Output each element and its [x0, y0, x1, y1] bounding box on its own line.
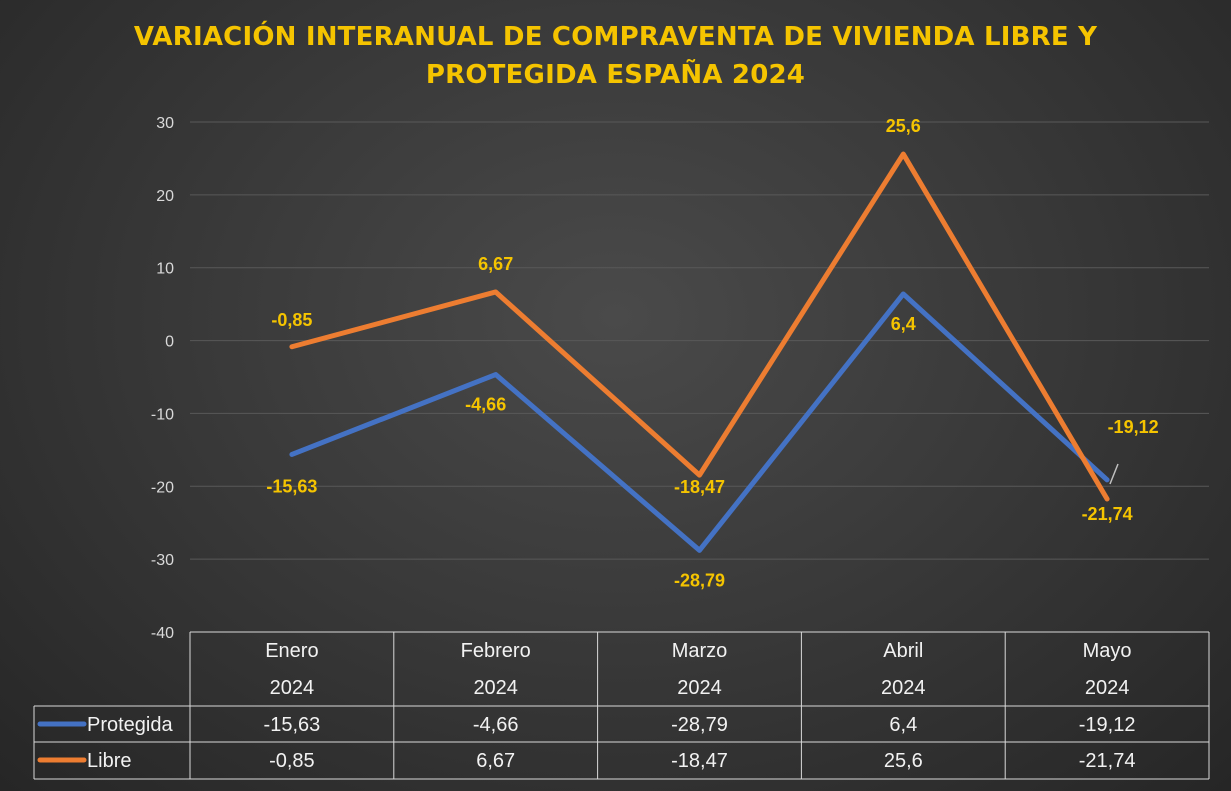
- x-tick-label: Abril: [883, 640, 923, 662]
- data-label-libre: 6,67: [478, 254, 513, 274]
- series-line-protegida: [289, 291, 1110, 553]
- x-tick-label-year: 2024: [881, 677, 926, 699]
- y-tick-label: -10: [151, 406, 174, 423]
- x-tick-label: Marzo: [672, 640, 728, 662]
- y-tick-label: 10: [156, 261, 174, 278]
- data-label-protegida: -4,66: [465, 395, 506, 415]
- table-cell-libre: 6,67: [476, 750, 515, 772]
- data-table: Enero 2024 Febrero 2024 Marzo 2024 Abril 2024 Ma…: [33, 631, 1210, 780]
- table-cell-libre: 25,6: [884, 750, 923, 772]
- table-cell-libre: -18,47: [671, 750, 728, 772]
- series-lines: [289, 151, 1110, 553]
- y-tick-label: -20: [151, 479, 174, 496]
- data-label-libre: 25,6: [886, 116, 921, 136]
- table-cell-protegida: -28,79: [671, 714, 728, 736]
- gridlines: [190, 121, 1209, 560]
- y-tick-label: 0: [165, 334, 174, 351]
- data-label-libre: -18,47: [674, 477, 725, 497]
- data-label-protegida: -28,79: [674, 570, 725, 590]
- table-cell-protegida: -4,66: [473, 714, 519, 736]
- chart-title-line-1: VARIACIÓN INTERANUAL DE COMPRAVENTA DE V…: [133, 22, 1098, 52]
- chart-title-line-2: PROTEGIDA ESPAÑA 2024: [425, 60, 806, 90]
- x-tick-label-year: 2024: [1085, 677, 1130, 699]
- legend-label-libre: Libre: [87, 750, 131, 772]
- data-label-libre: -21,74: [1082, 504, 1133, 524]
- legend-label-protegida: Protegida: [87, 714, 173, 736]
- table-cell-libre: -0,85: [269, 750, 315, 772]
- table-cell-protegida: -15,63: [264, 714, 321, 736]
- y-tick-label: -30: [151, 552, 174, 569]
- y-tick-label: -40: [151, 625, 174, 642]
- label-leader-lines: [1109, 463, 1119, 485]
- y-tick-label: 20: [156, 188, 174, 205]
- table-cell-libre: -21,74: [1079, 750, 1136, 772]
- y-tick-label: 30: [156, 115, 174, 132]
- table-cell-protegida: -19,12: [1079, 714, 1136, 736]
- data-label-protegida: -15,63: [266, 476, 317, 496]
- series-line-libre: [289, 151, 1110, 502]
- x-tick-label: Febrero: [461, 640, 531, 662]
- data-label-protegida: 6,4: [891, 314, 916, 334]
- x-tick-label: Enero: [265, 640, 318, 662]
- x-tick-label-year: 2024: [270, 677, 315, 699]
- x-tick-label-year: 2024: [677, 677, 722, 699]
- data-label-libre: -0,85: [271, 310, 312, 330]
- data-label-protegida: -19,12: [1108, 417, 1159, 437]
- leader-line: [1109, 463, 1119, 485]
- data-labels: -15,63 -4,66 -28,79 6,4 -19,12 -0,85 6,67 -18,4…: [266, 116, 1158, 590]
- table-cell-protegida: 6,4: [889, 714, 917, 736]
- chart-title: VARIACIÓN INTERANUAL DE COMPRAVENTA DE V…: [0, 18, 1231, 94]
- y-axis-ticks: 30 20 10 0 -10 -20 -30 -40: [151, 115, 174, 642]
- x-tick-label-year: 2024: [473, 677, 518, 699]
- x-tick-label: Mayo: [1083, 640, 1132, 662]
